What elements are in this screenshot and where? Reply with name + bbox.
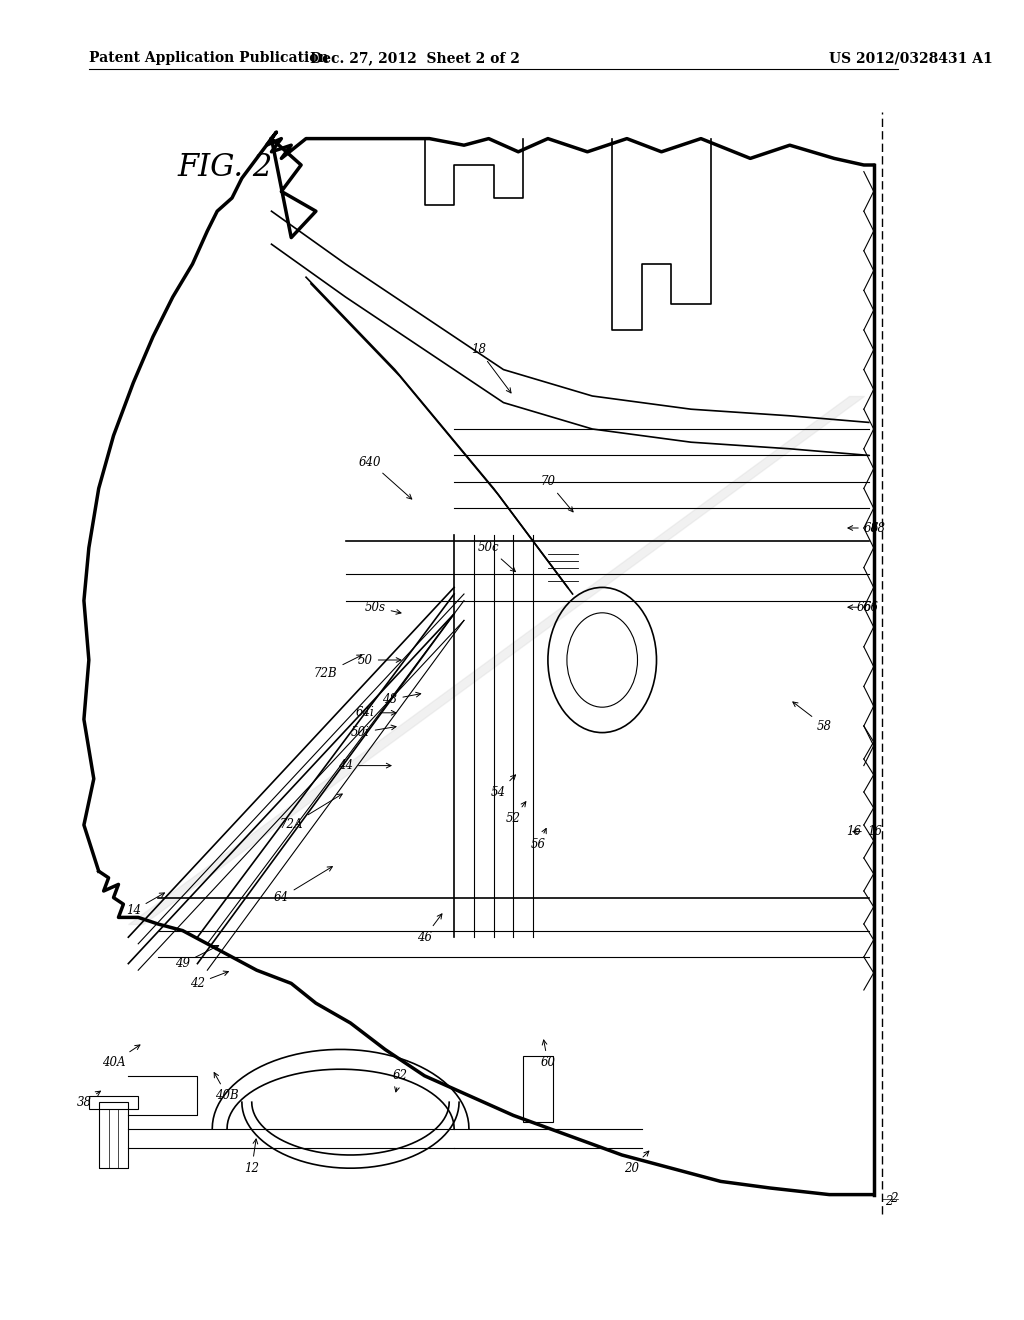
Text: 56: 56	[530, 829, 546, 851]
Text: 52: 52	[506, 801, 526, 825]
Text: 68: 68	[848, 521, 879, 535]
Text: 640: 640	[359, 455, 412, 499]
Text: 44: 44	[338, 759, 391, 772]
Text: 72B: 72B	[314, 655, 361, 680]
Text: 2: 2	[885, 1195, 892, 1208]
Bar	[98, 1102, 128, 1168]
Text: FIG. 2: FIG. 2	[178, 152, 273, 182]
Text: 50i: 50i	[351, 725, 396, 739]
Text: 60: 60	[541, 1040, 555, 1069]
Text: 54: 54	[492, 775, 515, 799]
Text: 50c: 50c	[478, 541, 515, 572]
Text: 20: 20	[625, 1151, 649, 1175]
Text: 49: 49	[175, 945, 219, 970]
Text: 38: 38	[77, 1092, 100, 1109]
Text: 42: 42	[189, 972, 228, 990]
Text: 58: 58	[793, 702, 831, 733]
Text: 66: 66	[848, 601, 879, 614]
Text: 64: 64	[273, 867, 333, 904]
Text: 68: 68	[871, 521, 886, 535]
Text: Dec. 27, 2012  Sheet 2 of 2: Dec. 27, 2012 Sheet 2 of 2	[309, 51, 519, 66]
Text: Patent Application Publication: Patent Application Publication	[89, 51, 329, 66]
Text: 2: 2	[891, 1192, 898, 1205]
Text: 72A: 72A	[280, 795, 342, 832]
Text: US 2012/0328431 A1: US 2012/0328431 A1	[829, 51, 993, 66]
Text: 40A: 40A	[101, 1045, 140, 1069]
Text: 14: 14	[126, 892, 165, 917]
Text: 50s: 50s	[365, 601, 401, 614]
Text: 50: 50	[357, 653, 401, 667]
Bar	[523, 1056, 553, 1122]
Text: 48: 48	[382, 692, 421, 706]
Text: 64i: 64i	[356, 706, 396, 719]
Text: 18: 18	[471, 343, 511, 393]
Text: 66: 66	[856, 601, 871, 614]
Text: 12: 12	[245, 1139, 259, 1175]
Text: 40B: 40B	[214, 1073, 239, 1102]
Text: 16: 16	[853, 825, 882, 838]
Bar	[89, 1096, 138, 1109]
Text: 16: 16	[847, 825, 861, 838]
Text: 46: 46	[417, 913, 442, 944]
Text: 62: 62	[392, 1069, 408, 1092]
Text: 70: 70	[541, 475, 573, 512]
